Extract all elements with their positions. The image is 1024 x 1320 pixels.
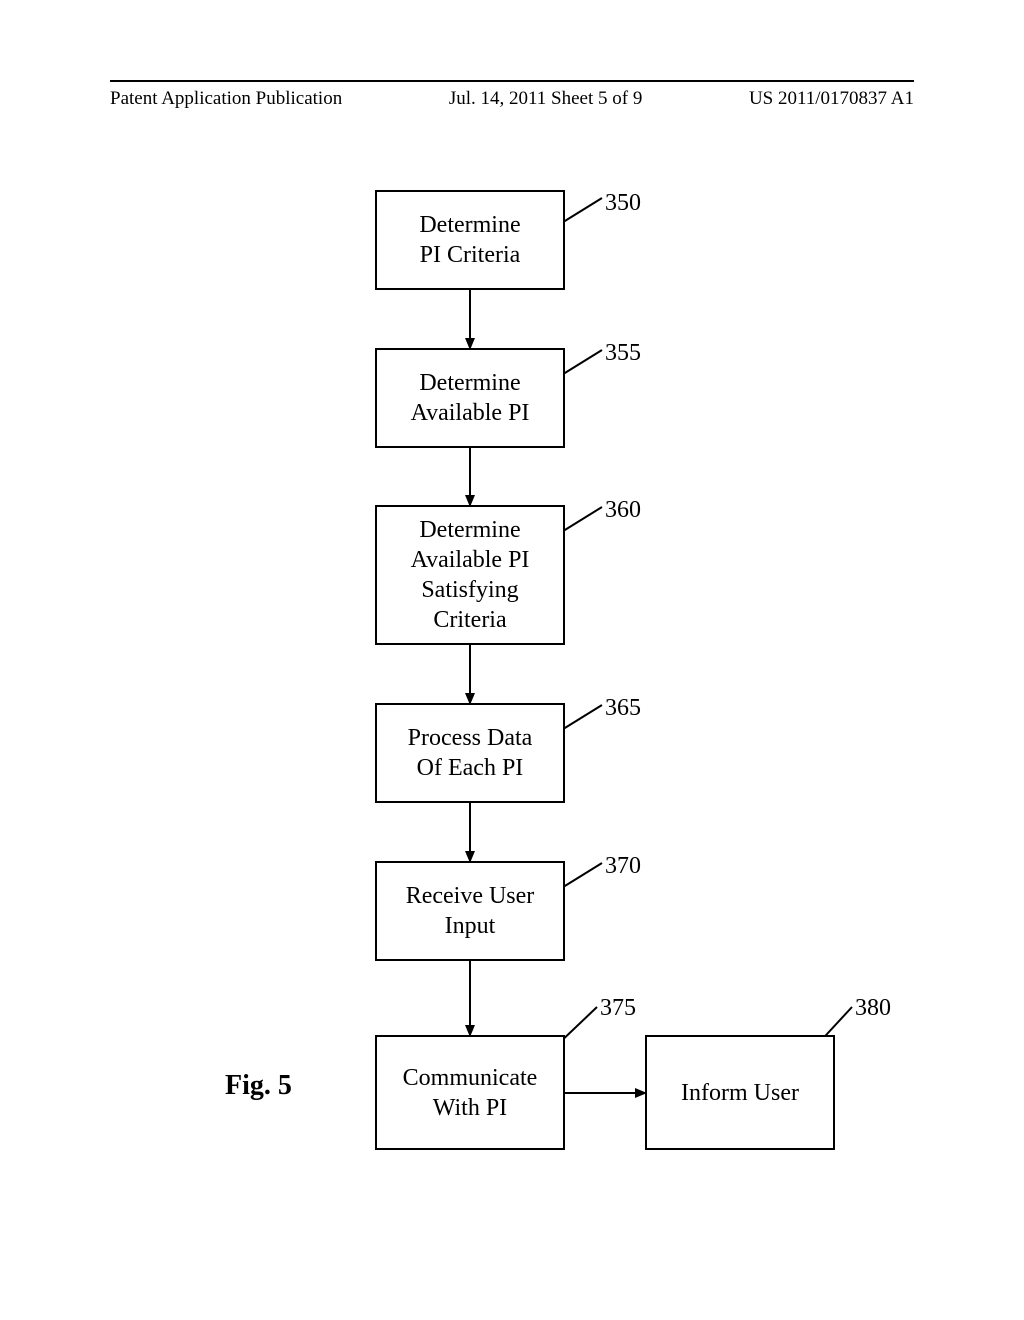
flowchart-node: Communicate With PI xyxy=(375,1035,565,1150)
flowchart-ref-label: 370 xyxy=(605,853,641,880)
flowchart-ref-label: 380 xyxy=(855,995,891,1022)
flowchart-node: Receive User Input xyxy=(375,861,565,961)
flowchart-node-label: Inform User xyxy=(681,1078,799,1108)
flowchart-leader-line xyxy=(560,705,602,731)
flowchart-ref-label: 375 xyxy=(600,995,636,1022)
flowchart-node-label: Determine Available PI Satisfying Criter… xyxy=(411,515,530,635)
flowchart-leader-line xyxy=(560,507,602,533)
page: Patent Application Publication Jul. 14, … xyxy=(0,0,1024,1320)
flowchart-node: Determine Available PI xyxy=(375,348,565,448)
flowchart: Determine PI Criteria 350 Determine Availa… xyxy=(0,0,1024,1320)
flowchart-leader-line xyxy=(560,350,602,376)
flowchart-ref-label: 355 xyxy=(605,340,641,367)
flowchart-ref-label: 365 xyxy=(605,695,641,722)
flowchart-node-label: Determine Available PI xyxy=(411,368,530,428)
flowchart-ref-label: 360 xyxy=(605,497,641,524)
figure-label: Fig. 5 xyxy=(225,1070,292,1102)
flowchart-node-label: Process Data Of Each PI xyxy=(408,723,533,783)
flowchart-node-label: Receive User Input xyxy=(406,881,535,941)
flowchart-node: Process Data Of Each PI xyxy=(375,703,565,803)
flowchart-node: Determine PI Criteria xyxy=(375,190,565,290)
flowchart-node-label: Determine PI Criteria xyxy=(419,210,520,270)
flowchart-node: Inform User xyxy=(645,1035,835,1150)
flowchart-node-label: Communicate With PI xyxy=(403,1063,538,1123)
flowchart-node: Determine Available PI Satisfying Criter… xyxy=(375,505,565,645)
flowchart-leader-line xyxy=(560,198,602,224)
flowchart-leader-line xyxy=(560,863,602,889)
flowchart-ref-label: 350 xyxy=(605,190,641,217)
